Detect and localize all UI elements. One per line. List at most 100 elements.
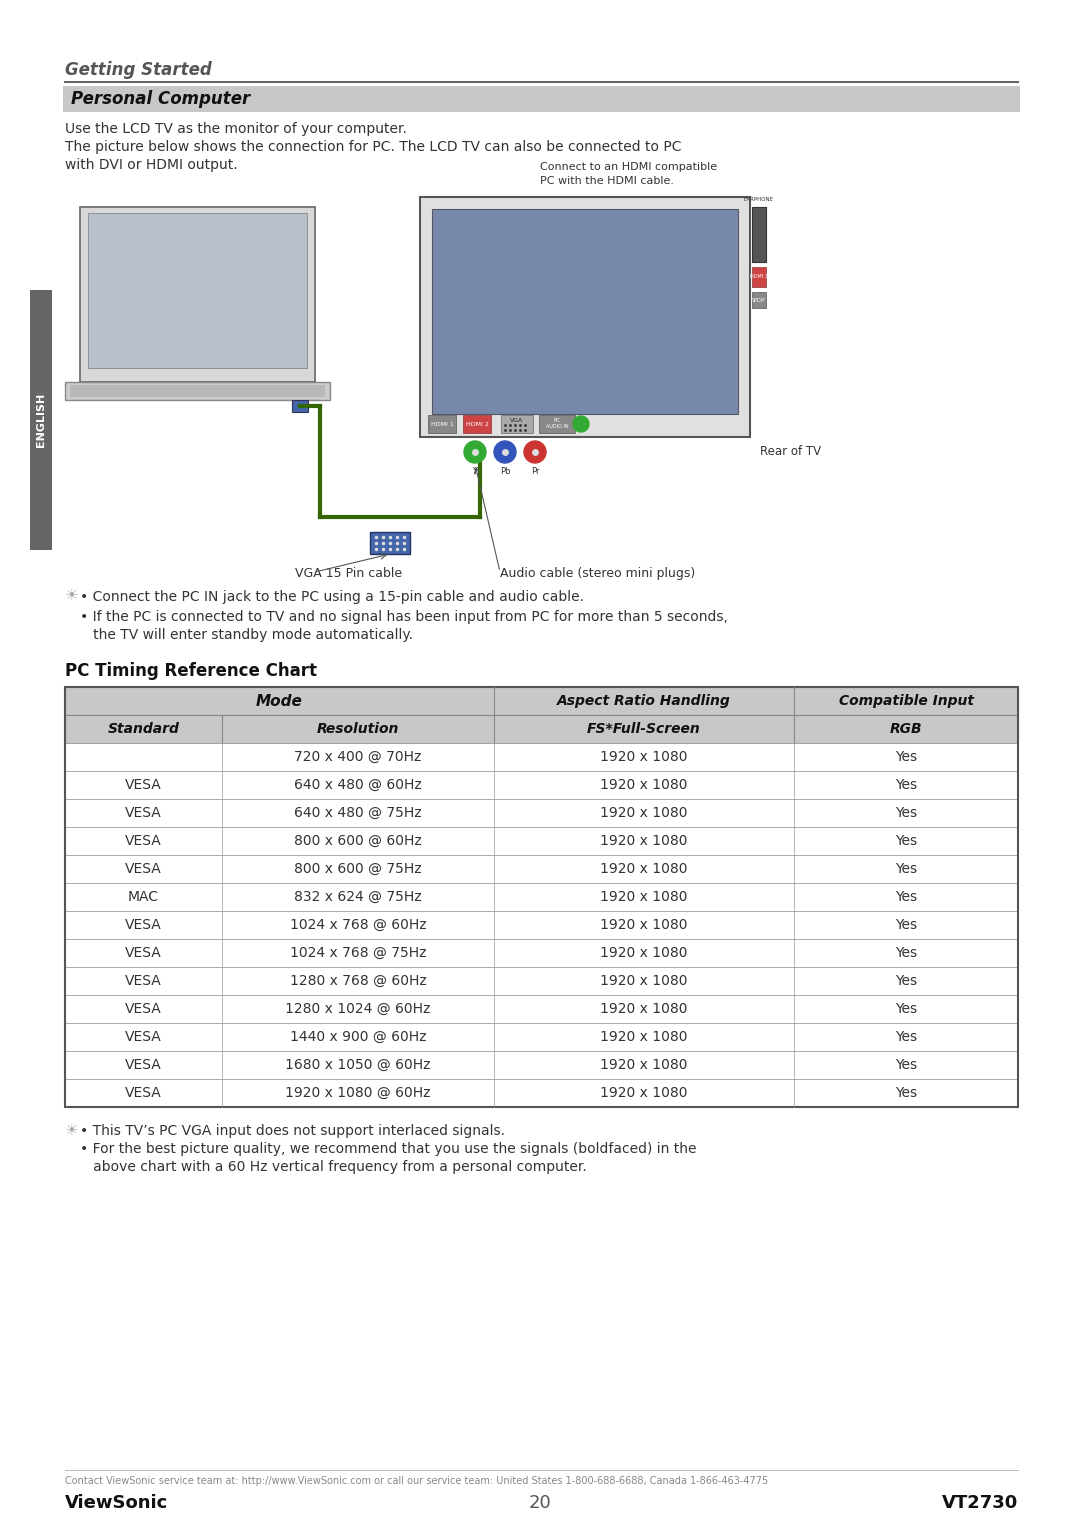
Circle shape — [464, 441, 486, 463]
Text: VESA: VESA — [125, 1058, 162, 1072]
Text: VESA: VESA — [125, 974, 162, 988]
Bar — [63, 86, 1020, 111]
Text: 1920 x 1080: 1920 x 1080 — [600, 890, 688, 904]
Bar — [65, 939, 1018, 967]
Text: ☀: ☀ — [65, 586, 79, 602]
Text: the TV will enter standby mode automatically.: the TV will enter standby mode automatic… — [80, 628, 413, 641]
Text: VESA: VESA — [125, 947, 162, 960]
Text: 1920 x 1080: 1920 x 1080 — [600, 834, 688, 847]
Text: Mode: Mode — [256, 693, 302, 709]
Bar — [65, 382, 330, 400]
Text: Pr: Pr — [530, 467, 539, 476]
Text: Yes: Yes — [895, 918, 917, 931]
Text: MAC: MAC — [129, 890, 159, 904]
Text: 832 x 624 @ 75Hz: 832 x 624 @ 75Hz — [294, 890, 422, 904]
Text: VESA: VESA — [125, 1002, 162, 1015]
Text: VESA: VESA — [125, 1086, 162, 1099]
Text: Yes: Yes — [895, 777, 917, 793]
Text: VESA: VESA — [125, 777, 162, 793]
Text: Yes: Yes — [895, 834, 917, 847]
Text: Use the LCD TV as the monitor of your computer.: Use the LCD TV as the monitor of your co… — [65, 122, 407, 136]
Bar — [65, 967, 1018, 996]
Text: 1920 x 1080 @ 60Hz: 1920 x 1080 @ 60Hz — [285, 1086, 431, 1099]
Text: 1920 x 1080: 1920 x 1080 — [600, 777, 688, 793]
Text: 1920 x 1080: 1920 x 1080 — [600, 918, 688, 931]
Text: 1920 x 1080: 1920 x 1080 — [600, 863, 688, 876]
Bar — [752, 292, 766, 308]
Text: Yes: Yes — [895, 806, 917, 820]
Bar — [501, 415, 534, 434]
Text: • This TV’s PC VGA input does not support interlaced signals.: • This TV’s PC VGA input does not suppor… — [80, 1124, 505, 1138]
Bar — [87, 212, 307, 368]
Text: Audio cable (stereo mini plugs): Audio cable (stereo mini plugs) — [500, 567, 696, 580]
Text: 800 x 600 @ 75Hz: 800 x 600 @ 75Hz — [294, 863, 422, 876]
Text: above chart with a 60 Hz vertical frequency from a personal computer.: above chart with a 60 Hz vertical freque… — [80, 1161, 586, 1174]
Text: 800 x 600 @ 60Hz: 800 x 600 @ 60Hz — [294, 834, 422, 847]
Text: Resolution: Resolution — [316, 722, 400, 736]
Bar — [65, 1080, 1018, 1107]
Text: ☀: ☀ — [65, 1122, 79, 1138]
Text: 1920 x 1080: 1920 x 1080 — [600, 1031, 688, 1044]
Bar — [30, 290, 52, 550]
Text: 1280 x 1024 @ 60Hz: 1280 x 1024 @ 60Hz — [285, 1002, 431, 1015]
Text: Compatible Input: Compatible Input — [838, 693, 973, 709]
Text: VESA: VESA — [125, 863, 162, 876]
Bar — [539, 415, 575, 434]
Text: Rear of TV: Rear of TV — [760, 444, 821, 458]
Text: Y: Y — [473, 467, 477, 476]
Text: • For the best picture quality, we recommend that you use the signals (boldfaced: • For the best picture quality, we recom… — [80, 1142, 697, 1156]
Text: FS*Full-Screen: FS*Full-Screen — [588, 722, 701, 736]
Text: EARPHONE: EARPHONE — [744, 197, 774, 202]
Text: 1440 x 900 @ 60Hz: 1440 x 900 @ 60Hz — [289, 1031, 427, 1044]
Text: 1680 x 1050 @ 60Hz: 1680 x 1050 @ 60Hz — [285, 1058, 431, 1072]
Bar — [65, 1023, 1018, 1051]
Bar — [65, 1051, 1018, 1080]
Circle shape — [573, 415, 589, 432]
Text: SPDIF: SPDIF — [752, 298, 766, 302]
Text: Contact ViewSonic service team at: http://www.ViewSonic.com or call our service : Contact ViewSonic service team at: http:… — [65, 1477, 768, 1486]
Bar — [432, 209, 738, 414]
Text: HDMI 2: HDMI 2 — [465, 421, 488, 426]
Bar — [65, 855, 1018, 883]
Bar — [80, 208, 315, 382]
Bar — [65, 715, 1018, 744]
Bar — [65, 996, 1018, 1023]
Bar — [65, 687, 1018, 715]
Bar — [65, 687, 1018, 1107]
Text: 1024 x 768 @ 75Hz: 1024 x 768 @ 75Hz — [289, 947, 427, 960]
Text: 1920 x 1080: 1920 x 1080 — [600, 1058, 688, 1072]
Text: Yes: Yes — [895, 947, 917, 960]
Bar — [428, 415, 456, 434]
Text: Connect to an HDMI compatible: Connect to an HDMI compatible — [540, 162, 717, 173]
Text: HDMI 1: HDMI 1 — [431, 421, 454, 426]
Text: 1280 x 768 @ 60Hz: 1280 x 768 @ 60Hz — [289, 974, 427, 988]
Text: PC: PC — [554, 417, 561, 423]
Circle shape — [524, 441, 546, 463]
Circle shape — [494, 441, 516, 463]
Text: HDMI 3: HDMI 3 — [751, 275, 768, 279]
Text: • Connect the PC IN jack to the PC using a 15-pin cable and audio cable.: • Connect the PC IN jack to the PC using… — [80, 589, 584, 605]
Text: 640 x 480 @ 75Hz: 640 x 480 @ 75Hz — [294, 806, 422, 820]
Bar — [70, 385, 325, 397]
Text: 20: 20 — [528, 1493, 552, 1512]
Text: 1920 x 1080: 1920 x 1080 — [600, 1002, 688, 1015]
Text: ViewSonic: ViewSonic — [65, 1493, 168, 1512]
Text: VGA: VGA — [511, 417, 524, 423]
Text: Aspect Ratio Handling: Aspect Ratio Handling — [557, 693, 731, 709]
Bar — [65, 799, 1018, 828]
Text: 1920 x 1080: 1920 x 1080 — [600, 1086, 688, 1099]
Text: 1920 x 1080: 1920 x 1080 — [600, 947, 688, 960]
Text: Pb: Pb — [500, 467, 510, 476]
Text: Yes: Yes — [895, 974, 917, 988]
Bar — [65, 744, 1018, 771]
Text: 1920 x 1080: 1920 x 1080 — [600, 750, 688, 764]
Bar — [65, 912, 1018, 939]
Text: VESA: VESA — [125, 834, 162, 847]
Text: with DVI or HDMI output.: with DVI or HDMI output. — [65, 157, 238, 173]
Bar — [65, 828, 1018, 855]
Bar — [463, 415, 491, 434]
Text: VESA: VESA — [125, 1031, 162, 1044]
Text: VESA: VESA — [125, 918, 162, 931]
Text: 640 x 480 @ 60Hz: 640 x 480 @ 60Hz — [294, 777, 422, 793]
Bar — [420, 197, 750, 437]
